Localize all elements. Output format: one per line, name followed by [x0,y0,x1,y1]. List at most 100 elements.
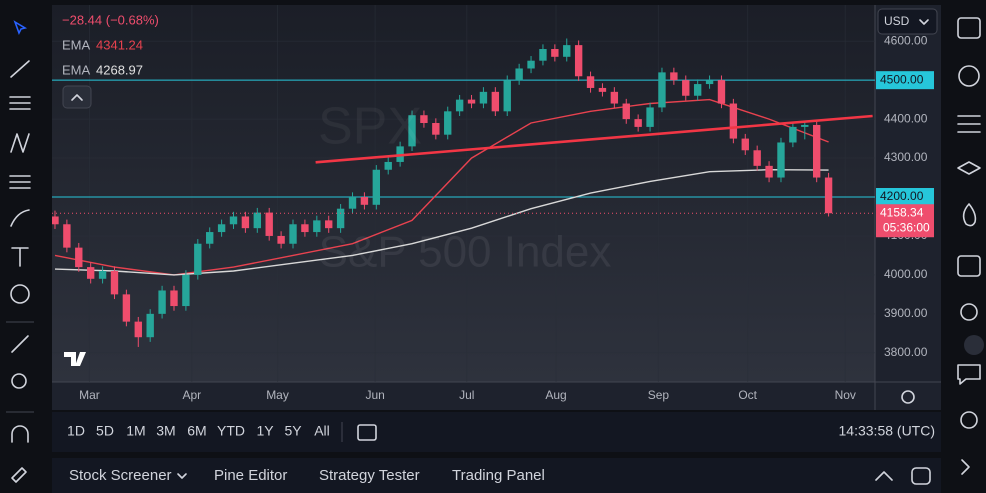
range-button[interactable]: 1M [126,423,145,439]
text-tool[interactable] [11,247,29,267]
goto-date-icon[interactable] [357,424,377,441]
candle-body [467,99,476,104]
candle-body [110,271,119,295]
hotlist-icon[interactable] [962,203,977,227]
range-button[interactable]: 5Y [284,423,302,439]
zoom-tool[interactable] [11,373,27,389]
candle-body [598,87,607,92]
range-button[interactable]: All [314,423,330,439]
candle-body [574,45,583,77]
lock-tool[interactable] [11,467,27,483]
magnet-tool[interactable] [11,425,29,443]
watermark: S&P 500 Index [319,228,612,277]
candle-body [824,177,833,214]
collapse-button[interactable] [62,85,92,109]
alerts-icon[interactable] [958,65,980,87]
currency-select[interactable] [877,8,938,35]
x-tick-label: Mar [79,388,100,402]
range-bar [52,412,941,452]
indicator-name: EMA [62,62,91,77]
candle-body [277,235,285,244]
settings-icon[interactable] [901,390,915,404]
last-price: 4158.34 [880,205,924,219]
candle-body [182,274,190,307]
watchlist-icon[interactable] [957,17,981,39]
news-icon[interactable] [957,115,981,133]
ideas-icon[interactable] [960,303,978,321]
candle-body [206,232,214,244]
layers-icon[interactable] [957,161,981,175]
maximize-panel[interactable] [875,471,893,481]
candle-body [253,212,261,229]
x-tick-label: Jun [365,388,384,402]
level-tag [876,71,934,90]
panel-tab[interactable]: Pine Editor [214,467,287,484]
fib-tool[interactable] [9,96,31,110]
candle-body [420,115,428,124]
currency: USD [884,14,910,28]
panel-toggle[interactable] [911,467,931,485]
x-tick-label: May [266,388,289,402]
chat-icon[interactable] [957,364,981,385]
range-buttons: 1D 5D 1M 3M 6M YTD 1Y 5Y All [67,423,330,439]
candle-body [158,290,166,314]
expand-icon[interactable] [961,459,970,475]
candle-body [217,224,226,233]
emoji-tool[interactable] [10,284,30,304]
range-button[interactable]: YTD [217,423,245,439]
left-toolbar [6,20,34,483]
pattern-tool[interactable] [10,133,30,153]
trendline-tool[interactable] [10,60,30,78]
candle-body [241,216,250,229]
calendar-icon[interactable] [957,255,981,277]
candle-body [313,220,321,233]
watermark-symbol: SPX [318,98,422,156]
plot-area [52,5,875,382]
candle-body [646,107,654,127]
stream-icon[interactable] [960,411,978,429]
y-tick-label: 4000.00 [884,267,928,281]
candle-body [670,72,678,81]
range-button[interactable]: 1D [67,423,85,439]
candle-body [551,49,559,57]
range-button[interactable]: 1Y [256,423,274,439]
x-tick-label: Aug [545,388,566,402]
candle-body [360,197,369,205]
candle-body [122,294,131,322]
candle-body [98,271,107,279]
candle-body [682,80,690,96]
candle-body [765,165,773,178]
panel-tab[interactable]: Stock Screener [69,467,172,484]
cursor-tool[interactable] [13,20,28,36]
panel-tab[interactable]: Strategy Tester [319,467,420,484]
candle-body [194,243,202,275]
clock: 14:33:58 (UTC) [839,423,935,439]
candle-body [455,99,464,112]
y-tick-label: 4300.00 [884,150,928,164]
range-button[interactable]: 5D [96,423,114,439]
candle-body [86,267,95,279]
candle-body [408,115,416,147]
brush-tool[interactable] [10,209,30,227]
chart: 3800.003900.004000.004100.004200.004300.… [52,5,934,402]
panel-tab[interactable]: Trading Panel [452,467,545,484]
candle-body [789,126,797,143]
candle-body [336,208,345,229]
candle-body [563,45,571,57]
range-button[interactable]: 3M [156,423,175,439]
assistant-icon[interactable] [964,335,984,355]
range-button[interactable]: 6M [187,423,206,439]
candle-body [372,169,381,205]
candle-body [325,220,333,229]
collapse-icon [71,94,83,101]
forecast-tool[interactable] [9,175,31,189]
candle-body [52,216,59,225]
candle-body [658,72,666,108]
candle-body [801,124,809,127]
candle-body [265,212,273,236]
candle-body [432,123,440,135]
candle-body [146,313,154,338]
countdown: 05:36:00 [883,220,930,234]
ruler-tool[interactable] [11,335,29,353]
candle-body [741,138,749,151]
